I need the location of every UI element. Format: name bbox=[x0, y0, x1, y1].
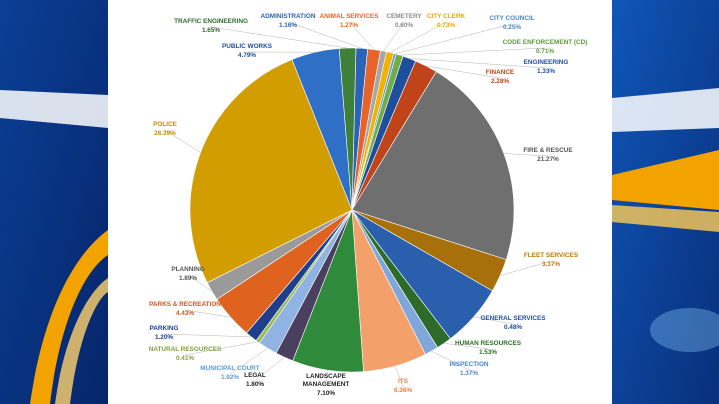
leader-line bbox=[390, 21, 447, 53]
slice-value: 3.37% bbox=[542, 261, 560, 268]
leader-line bbox=[164, 129, 201, 153]
leader-line bbox=[399, 47, 546, 56]
slice-value: 7.10% bbox=[317, 390, 335, 397]
leader-line bbox=[163, 333, 252, 338]
leader-line bbox=[409, 58, 547, 69]
slice-label: FINANCE 2.28% bbox=[486, 69, 515, 85]
leader-line bbox=[184, 309, 231, 318]
leader-line bbox=[500, 260, 552, 276]
slice-value: 26.39% bbox=[154, 130, 176, 137]
leader-line bbox=[254, 357, 285, 382]
slice-value: 2.28% bbox=[491, 78, 509, 85]
slice-value: 21.27% bbox=[537, 156, 559, 163]
leader-line bbox=[426, 65, 501, 79]
slice-value: 0.48% bbox=[504, 324, 522, 331]
slice-label: CEMETERY 0.60% bbox=[386, 13, 422, 29]
slice-label: HUMAN RESOURCES 1.53% bbox=[455, 340, 522, 356]
slice-label: NATURAL RESOURCES 0.41% bbox=[149, 346, 222, 362]
leader-line bbox=[383, 21, 405, 52]
slice-value: 1.16% bbox=[279, 22, 297, 29]
slice-value: 6.36% bbox=[394, 387, 412, 394]
slice-label: GENERAL SERVICES 0.48% bbox=[480, 315, 546, 331]
slice-value: 0.41% bbox=[176, 355, 194, 362]
slice-label: PLANNING 1.89% bbox=[171, 266, 204, 282]
leader-line bbox=[503, 153, 549, 157]
slice-value: 1.92% bbox=[221, 374, 239, 381]
slice-label: ENGINEERING 1.33% bbox=[524, 59, 569, 75]
slice-value: 1.65% bbox=[202, 27, 220, 34]
leader-line bbox=[229, 348, 268, 375]
slice-label: CITY COUNCIL 0.25% bbox=[489, 15, 534, 31]
slice-label: PARKS & RECREATION 4.43% bbox=[149, 301, 221, 317]
leader-line bbox=[184, 341, 258, 356]
slice-label: LANDSCAPE MANAGEMENT 7.10% bbox=[303, 373, 350, 397]
leader-lines bbox=[163, 21, 552, 388]
pie-chart: ADMINISTRATION 1.16%ANIMAL SERVICES 1.27% C… bbox=[149, 13, 588, 397]
leader-line bbox=[348, 21, 375, 50]
slice-label: MUNICIPAL COURT 1.92% bbox=[200, 365, 260, 381]
slice-value: 1.37% bbox=[460, 370, 478, 377]
slice-label: CITY CLERK 0.73% bbox=[427, 13, 466, 29]
leader-line bbox=[431, 350, 470, 371]
slice-label: LEGAL 1.80% bbox=[244, 372, 266, 388]
slice-label: FIRE & RESCUE 21.27% bbox=[523, 147, 573, 163]
slice-labels: ADMINISTRATION 1.16%ANIMAL SERVICES 1.27% C… bbox=[149, 13, 588, 397]
slice-label: ANIMAL SERVICES 1.27% bbox=[320, 13, 379, 29]
leader-line bbox=[187, 274, 212, 292]
slice-value: 1.53% bbox=[479, 349, 497, 356]
pie-slice-police bbox=[189, 59, 353, 284]
slice-value: 4.43% bbox=[176, 310, 194, 317]
leader-line bbox=[210, 26, 348, 49]
slice-label: FLEET SERVICES 3.37% bbox=[524, 252, 579, 268]
leader-line bbox=[325, 370, 328, 383]
slice-value: 0.25% bbox=[503, 24, 521, 31]
slice-value: 4.79% bbox=[238, 52, 256, 59]
slice-value: 0.71% bbox=[536, 48, 554, 55]
slice-value: 1.27% bbox=[340, 22, 358, 29]
slice-label: PARKING 1.20% bbox=[150, 325, 179, 341]
leader-line bbox=[394, 23, 513, 54]
slice-value: 1.33% bbox=[537, 68, 555, 75]
slice-label: PUBLIC WORKS 4.79% bbox=[222, 43, 273, 59]
slice-value: 0.60% bbox=[395, 22, 413, 29]
slice-label: INSPECTION 1.37% bbox=[449, 361, 488, 377]
leader-line bbox=[395, 366, 404, 388]
slice-value: 1.80% bbox=[246, 381, 264, 388]
leader-line bbox=[444, 343, 489, 350]
slice-label: ITS 6.36% bbox=[394, 378, 412, 394]
slice-label: TRAFFIC ENGINEERING 1.65% bbox=[174, 18, 248, 34]
leader-line bbox=[473, 316, 514, 325]
slice-value: 1.20% bbox=[155, 334, 173, 341]
slice-value: 0.73% bbox=[437, 22, 455, 29]
slice-label: CODE ENFORCEMENT (CD) 0.71% bbox=[503, 39, 588, 55]
pie-slices bbox=[189, 47, 515, 373]
slice-label: ADMINISTRATION 1.16% bbox=[261, 13, 316, 29]
leader-line bbox=[287, 21, 362, 49]
slice-value: 1.89% bbox=[179, 275, 197, 282]
slice-label: POLICE 26.39% bbox=[153, 121, 178, 137]
pie-slice-fire-rescue bbox=[351, 71, 515, 261]
